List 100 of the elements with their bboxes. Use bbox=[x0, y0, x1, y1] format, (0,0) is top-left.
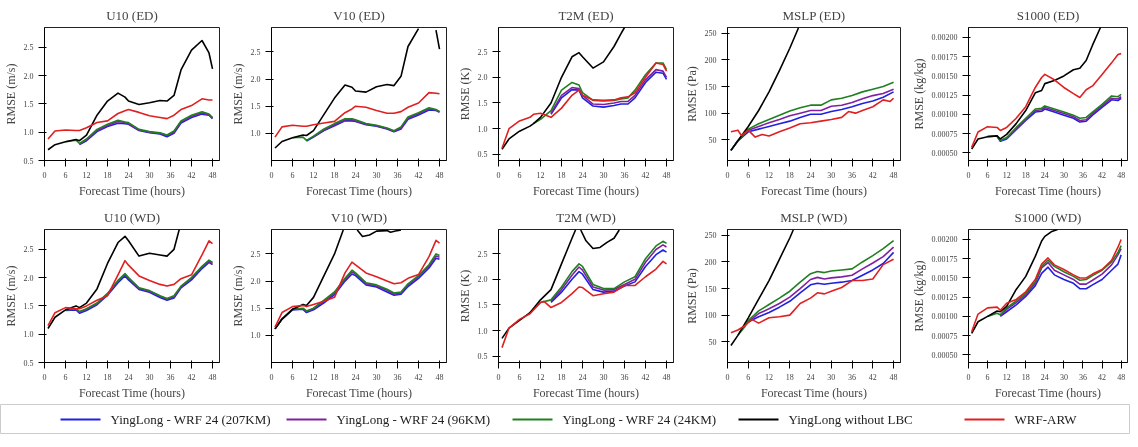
x-tick-label: 42 bbox=[187, 372, 196, 382]
y-tick-label: 100 bbox=[704, 109, 717, 119]
x-tick-label: 48 bbox=[662, 170, 671, 180]
x-tick-label: 48 bbox=[435, 170, 444, 180]
y-tick-label: 0.5 bbox=[23, 156, 34, 166]
y-axis-title: RMSE (kg/kg) bbox=[911, 260, 926, 332]
x-tick-label: 0 bbox=[496, 170, 501, 180]
y-tick-label: 0.00050 bbox=[931, 148, 958, 158]
y-tick-label: 1.5 bbox=[250, 304, 261, 314]
x-tick-label: 30 bbox=[827, 372, 836, 382]
chart-title: S1000 (ED) bbox=[1016, 7, 1080, 23]
x-tick-label: 12 bbox=[765, 170, 774, 180]
x-tick-label: 30 bbox=[827, 170, 836, 180]
x-tick-label: 6 bbox=[517, 372, 522, 382]
x-axis-title: Forecast Time (hours) bbox=[994, 385, 1101, 400]
x-axis-title: Forecast Time (hours) bbox=[78, 183, 185, 198]
x-tick-label: 12 bbox=[82, 372, 91, 382]
y-tick-label: 200 bbox=[704, 55, 717, 65]
line-series bbox=[47, 240, 214, 327]
line-series bbox=[970, 52, 1122, 149]
x-tick-label: 30 bbox=[372, 372, 381, 382]
line-series bbox=[737, 239, 895, 337]
line-series bbox=[970, 27, 1102, 150]
y-tick-label: 200 bbox=[704, 257, 717, 267]
y-tick-label: 2.0 bbox=[23, 273, 34, 283]
x-tick-label: 48 bbox=[1117, 372, 1126, 382]
y-tick-label: 1.0 bbox=[477, 326, 488, 336]
y-tick-label: 100 bbox=[704, 311, 717, 321]
legend-label: YingLong - WRF 24 (207KM) bbox=[110, 412, 271, 427]
y-tick-label: 0.00200 bbox=[931, 235, 958, 245]
x-tick-label: 0 bbox=[42, 372, 47, 382]
y-tick-label: 0.00200 bbox=[931, 33, 958, 43]
x-tick-label: 36 bbox=[393, 372, 402, 382]
x-axis-title: Forecast Time (hours) bbox=[78, 385, 185, 400]
y-axis-title: RMSE (kg/kg) bbox=[911, 58, 926, 130]
x-tick-label: 12 bbox=[309, 372, 318, 382]
y-tick-label: 1.0 bbox=[23, 128, 34, 138]
x-tick-label: 12 bbox=[1002, 170, 1011, 180]
y-tick-label: 1.5 bbox=[23, 301, 34, 311]
legend-label: WRF-ARW bbox=[1014, 412, 1078, 427]
x-tick-label: 36 bbox=[166, 372, 175, 382]
y-tick-label: 2.5 bbox=[23, 245, 34, 255]
x-tick-label: 30 bbox=[372, 170, 381, 180]
line-series bbox=[501, 27, 626, 150]
y-tick-label: 0.00150 bbox=[931, 273, 958, 283]
x-tick-label: 24 bbox=[1040, 170, 1049, 180]
x-tick-label: 12 bbox=[765, 372, 774, 382]
x-tick-label: 30 bbox=[599, 170, 608, 180]
line-series bbox=[312, 108, 441, 138]
x-tick-label: 6 bbox=[985, 372, 990, 382]
y-tick-label: 0.00175 bbox=[931, 52, 958, 62]
y-axis-title: RMSE (Pa) bbox=[684, 66, 699, 122]
x-tick-label: 42 bbox=[641, 170, 650, 180]
y-axis-title: RMSE (m/s) bbox=[230, 63, 245, 125]
x-tick-label: 18 bbox=[103, 372, 112, 382]
line-series bbox=[274, 91, 441, 138]
x-tick-label: 48 bbox=[889, 372, 898, 382]
x-axis-title: Forecast Time (hours) bbox=[305, 385, 412, 400]
chart-title: T2M (ED) bbox=[558, 7, 614, 23]
chart-title: U10 (ED) bbox=[106, 7, 158, 23]
x-tick-label: 0 bbox=[269, 372, 274, 382]
y-tick-label: 2.5 bbox=[23, 43, 34, 53]
chart-title: T2M (WD) bbox=[556, 209, 616, 225]
chart-title: MSLP (WD) bbox=[780, 209, 848, 225]
x-tick-label: 24 bbox=[1040, 372, 1049, 382]
x-tick-label: 36 bbox=[620, 372, 629, 382]
line-series bbox=[970, 238, 1122, 333]
y-tick-label: 0.00125 bbox=[931, 91, 958, 101]
x-tick-label: 6 bbox=[517, 170, 522, 180]
x-tick-label: 36 bbox=[1078, 170, 1087, 180]
x-tick-label: 12 bbox=[536, 170, 545, 180]
y-tick-label: 1.0 bbox=[250, 129, 261, 139]
x-tick-label: 12 bbox=[309, 170, 318, 180]
x-tick-label: 42 bbox=[1098, 372, 1107, 382]
x-axis-title: Forecast Time (hours) bbox=[532, 183, 639, 198]
line-series bbox=[730, 97, 895, 138]
x-tick-label: 6 bbox=[290, 372, 295, 382]
x-tick-label: 30 bbox=[145, 170, 154, 180]
x-tick-label: 24 bbox=[578, 372, 587, 382]
y-axis-title: RMSE (m/s) bbox=[230, 265, 245, 327]
line-series bbox=[730, 27, 800, 152]
chart-title: U10 (WD) bbox=[104, 209, 160, 225]
legend-label: YingLong - WRF 24 (24KM) bbox=[562, 412, 717, 427]
y-tick-label: 150 bbox=[704, 82, 717, 92]
y-tick-label: 0.00125 bbox=[931, 293, 958, 303]
chart-title: V10 (ED) bbox=[333, 7, 385, 23]
x-tick-label: 24 bbox=[351, 170, 360, 180]
y-tick-label: 1.0 bbox=[477, 124, 488, 134]
x-tick-label: 6 bbox=[63, 372, 68, 382]
y-tick-label: 2.5 bbox=[250, 249, 261, 259]
x-tick-label: 42 bbox=[414, 170, 423, 180]
x-axis-title: Forecast Time (hours) bbox=[994, 183, 1101, 198]
y-tick-label: 150 bbox=[704, 284, 717, 294]
y-tick-label: 1.0 bbox=[23, 330, 34, 340]
y-tick-label: 1.5 bbox=[23, 99, 34, 109]
y-axis-title: RMSE (K) bbox=[457, 269, 472, 323]
x-tick-label: 42 bbox=[187, 170, 196, 180]
x-tick-label: 42 bbox=[641, 372, 650, 382]
x-tick-label: 18 bbox=[785, 170, 794, 180]
x-tick-label: 6 bbox=[985, 170, 990, 180]
